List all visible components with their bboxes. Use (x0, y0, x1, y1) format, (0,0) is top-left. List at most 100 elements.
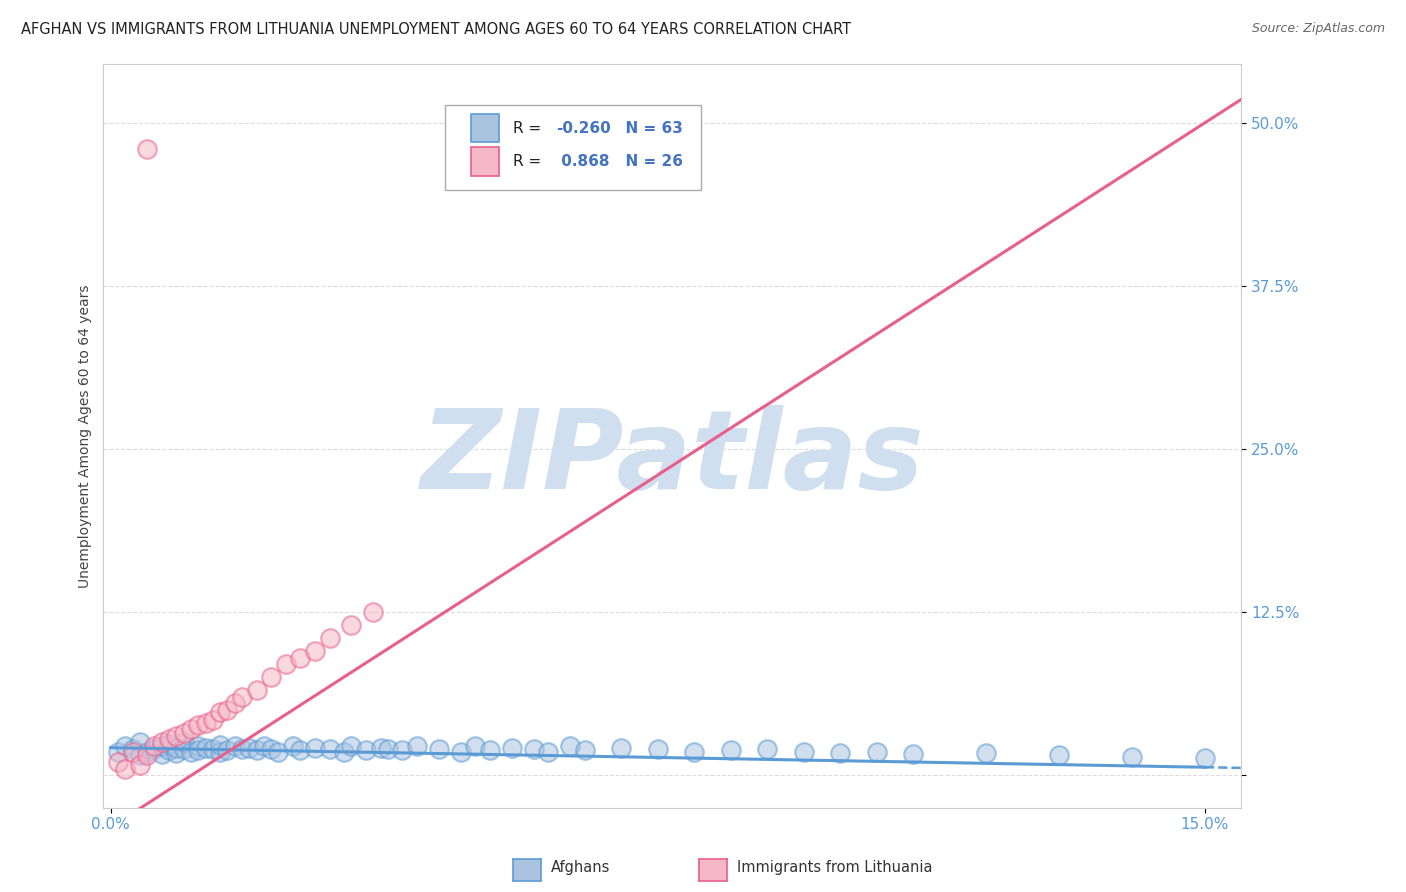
Point (1194, 751, 1216, 765)
Point (1121, 749, 1143, 764)
Point (537, 745, 560, 759)
Point (107, 745, 129, 759)
Point (245, 743, 267, 757)
FancyBboxPatch shape (471, 147, 499, 176)
Text: N = 63: N = 63 (616, 120, 683, 136)
Point (224, 696, 246, 710)
Point (260, 742, 283, 756)
Point (150, 747, 173, 762)
Point (479, 743, 502, 757)
Point (253, 739, 276, 754)
Point (318, 742, 340, 756)
Point (187, 739, 209, 754)
Text: 0.868: 0.868 (557, 154, 610, 169)
Point (450, 745, 472, 759)
Point (201, 742, 224, 756)
Point (194, 740, 217, 755)
Point (464, 739, 486, 754)
Point (173, 735, 195, 749)
Text: N = 26: N = 26 (616, 154, 683, 169)
Point (574, 743, 596, 757)
Point (121, 745, 143, 759)
Point (391, 743, 413, 757)
Point (180, 745, 202, 759)
Point (180, 723, 202, 737)
Point (523, 742, 546, 756)
Point (143, 742, 166, 756)
Point (209, 706, 232, 720)
Point (217, 703, 239, 717)
Point (128, 735, 150, 749)
Point (647, 742, 669, 756)
Point (165, 729, 187, 743)
Point (231, 690, 253, 704)
Point (974, 746, 997, 760)
Point (340, 618, 363, 632)
Point (866, 745, 889, 759)
Point (290, 743, 312, 757)
Point (165, 740, 187, 755)
Point (143, 739, 166, 754)
Point (173, 742, 195, 756)
Point (377, 742, 399, 756)
Point (157, 737, 180, 751)
Point (830, 746, 852, 760)
FancyBboxPatch shape (444, 105, 700, 191)
Point (267, 745, 290, 759)
Point (201, 713, 224, 727)
Point (370, 740, 392, 755)
Point (1047, 748, 1070, 763)
Y-axis label: Unemployment Among Ages 60 to 64 years: Unemployment Among Ages 60 to 64 years (79, 285, 93, 588)
Text: ZIPatlas: ZIPatlas (420, 405, 924, 512)
Point (427, 742, 450, 756)
Point (354, 743, 377, 757)
Point (157, 731, 180, 746)
Point (107, 755, 129, 769)
Point (173, 726, 195, 740)
Point (136, 748, 159, 763)
Point (361, 605, 384, 619)
Point (304, 644, 326, 658)
Text: R =: R = (513, 120, 546, 136)
Text: Source: ZipAtlas.com: Source: ZipAtlas.com (1251, 22, 1385, 36)
Point (333, 745, 356, 759)
Point (217, 743, 239, 757)
Point (304, 740, 326, 755)
Point (281, 739, 304, 754)
Point (136, 745, 159, 759)
Point (114, 762, 136, 776)
Text: R =: R = (513, 154, 546, 169)
Point (187, 718, 209, 732)
Point (150, 735, 173, 749)
Point (121, 742, 143, 756)
Point (238, 740, 260, 755)
Point (136, 142, 159, 156)
Point (290, 650, 312, 665)
Point (406, 739, 429, 754)
Point (165, 746, 187, 760)
Point (720, 743, 742, 757)
Point (683, 745, 706, 759)
Text: AFGHAN VS IMMIGRANTS FROM LITHUANIA UNEMPLOYMENT AMONG AGES 60 TO 64 YEARS CORRE: AFGHAN VS IMMIGRANTS FROM LITHUANIA UNEM… (21, 22, 851, 37)
Point (501, 740, 523, 755)
Point (231, 742, 253, 756)
Text: -0.260: -0.260 (557, 120, 612, 136)
FancyBboxPatch shape (471, 114, 499, 142)
Point (128, 748, 150, 763)
Point (150, 739, 173, 754)
Point (194, 715, 217, 730)
Point (187, 743, 209, 757)
Text: Immigrants from Lithuania: Immigrants from Lithuania (737, 860, 932, 874)
Point (560, 739, 582, 754)
Point (128, 757, 150, 772)
Point (224, 739, 246, 754)
Point (610, 740, 633, 755)
Point (114, 739, 136, 754)
Point (340, 739, 363, 754)
Point (245, 683, 267, 698)
Point (209, 738, 232, 752)
Point (260, 670, 283, 684)
Point (157, 743, 180, 757)
Point (756, 742, 779, 756)
Point (318, 631, 340, 645)
